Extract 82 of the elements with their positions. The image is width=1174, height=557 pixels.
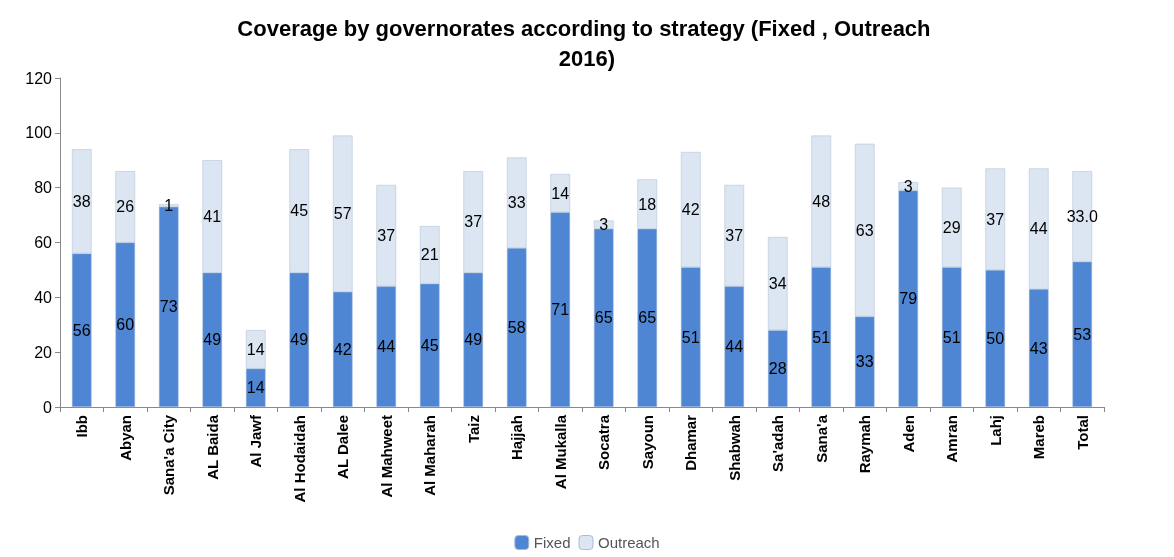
data-label: 28 bbox=[768, 360, 787, 378]
x-tick-label: Raymah bbox=[856, 415, 874, 474]
data-label: 49 bbox=[290, 331, 309, 349]
y-tick-label: 120 bbox=[25, 69, 53, 87]
x-tick-label: AL Dalee bbox=[334, 415, 352, 479]
y-tick-label: 20 bbox=[34, 343, 53, 361]
data-label: 43 bbox=[1029, 339, 1048, 357]
data-label: 26 bbox=[116, 198, 135, 216]
data-label: 42 bbox=[681, 201, 700, 219]
data-label: 71 bbox=[551, 301, 570, 319]
data-label: 57 bbox=[333, 205, 352, 223]
data-label: 41 bbox=[203, 207, 222, 225]
data-label: 34 bbox=[768, 275, 787, 293]
data-label: 63 bbox=[855, 221, 874, 239]
x-tick-label: Sana'a bbox=[812, 414, 830, 463]
data-label: 58 bbox=[507, 318, 526, 336]
x-tick-label: Sayoun bbox=[638, 415, 656, 470]
data-label: 14 bbox=[246, 379, 265, 397]
x-tick-label: Sa'adah bbox=[769, 415, 787, 472]
data-label: 51 bbox=[681, 328, 700, 346]
x-tick-label: Hajjah bbox=[508, 415, 526, 461]
data-label: 56 bbox=[72, 321, 91, 339]
y-tick-label: 80 bbox=[34, 179, 53, 197]
data-label: 48 bbox=[812, 192, 831, 210]
x-tick-label: Abyan bbox=[116, 415, 134, 461]
data-label: 33.0 bbox=[1066, 207, 1098, 225]
data-label: 45 bbox=[420, 336, 439, 354]
data-label: 65 bbox=[594, 309, 613, 327]
y-tick-label: 40 bbox=[34, 288, 53, 306]
x-tick-label: Sana'a City bbox=[160, 414, 178, 496]
data-label: 3 bbox=[903, 177, 913, 195]
x-tick-label: Al Mahweet bbox=[377, 415, 395, 498]
data-label: 44 bbox=[1029, 220, 1048, 238]
data-label: 50 bbox=[986, 329, 1005, 347]
data-label: 60 bbox=[116, 316, 135, 334]
data-label: 33 bbox=[507, 194, 526, 212]
data-label: 3 bbox=[599, 216, 609, 234]
data-label: 44 bbox=[725, 338, 744, 356]
data-label: 33 bbox=[855, 353, 874, 371]
x-tick-label: Al Maharah bbox=[421, 415, 439, 496]
x-tick-label: Al Jawf bbox=[247, 414, 265, 468]
data-label: 29 bbox=[942, 218, 961, 236]
x-tick-label: Total bbox=[1073, 415, 1091, 450]
data-label: 37 bbox=[986, 210, 1005, 228]
x-tick-label: Dhamar bbox=[682, 414, 700, 471]
data-label: 14 bbox=[551, 184, 570, 202]
data-label: 44 bbox=[377, 338, 396, 356]
data-label: 53 bbox=[1073, 325, 1092, 343]
data-label: 51 bbox=[942, 328, 961, 346]
data-label: 38 bbox=[72, 192, 91, 210]
data-label: 21 bbox=[420, 246, 439, 264]
data-label: 1 bbox=[164, 196, 174, 214]
data-label: 42 bbox=[333, 340, 352, 358]
y-tick-label: 100 bbox=[25, 124, 53, 142]
x-tick-label: Aden bbox=[899, 415, 917, 453]
data-label: 37 bbox=[464, 213, 483, 231]
data-label: 65 bbox=[638, 309, 657, 327]
x-tick-label: Socatra bbox=[595, 414, 613, 471]
data-label: 37 bbox=[725, 227, 744, 245]
chart-title: Coverage by governorates according to strategy (Fixed , Outreach 2016) bbox=[237, 15, 937, 71]
x-tick-label: AL Baida bbox=[203, 414, 221, 480]
data-label: 51 bbox=[812, 328, 831, 346]
x-tick-label: Al Mukalla bbox=[551, 414, 569, 490]
y-tick-label: 0 bbox=[43, 398, 53, 416]
data-label: 14 bbox=[246, 340, 265, 358]
data-label: 79 bbox=[899, 290, 918, 308]
data-label: 18 bbox=[638, 195, 657, 213]
x-tick-label: Amran bbox=[943, 415, 961, 463]
data-label: 49 bbox=[464, 331, 483, 349]
y-tick-label: 60 bbox=[34, 234, 53, 251]
x-tick-label: Lahj bbox=[986, 415, 1004, 446]
data-label: 37 bbox=[377, 227, 396, 245]
data-label: 49 bbox=[203, 331, 222, 349]
x-tick-label: Taiz bbox=[464, 415, 482, 444]
x-tick-label: Mareb bbox=[1030, 415, 1048, 460]
legend-label: Outreach bbox=[597, 534, 660, 551]
x-tick-label: Ibb bbox=[73, 415, 91, 438]
x-tick-label: Shabwah bbox=[725, 415, 743, 481]
data-label: 73 bbox=[159, 298, 178, 316]
x-tick-label: Al Hodaidah bbox=[290, 415, 308, 503]
legend-label: Fixed bbox=[533, 534, 571, 551]
data-label: 45 bbox=[290, 202, 309, 220]
